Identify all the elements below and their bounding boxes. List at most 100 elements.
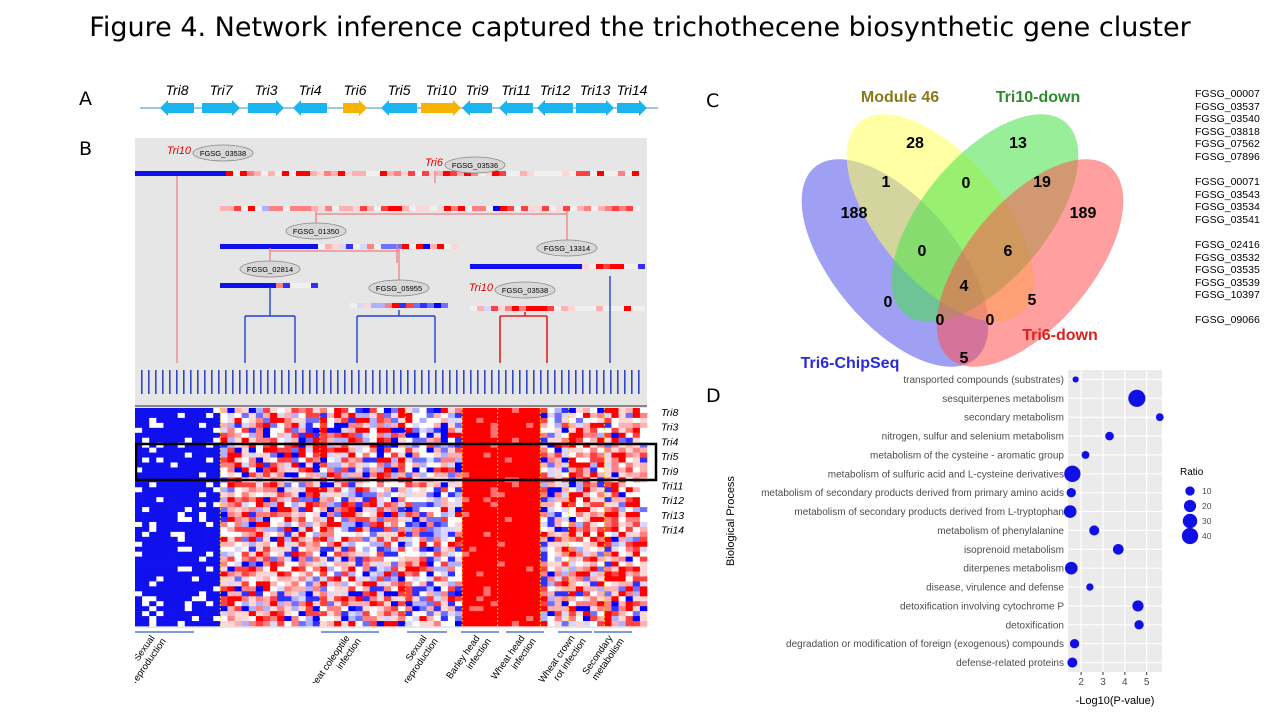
heatmap-cell — [526, 452, 534, 458]
heatmap-cell — [142, 566, 150, 572]
heatmap-cell — [362, 447, 370, 453]
heatmap-cell — [305, 472, 314, 478]
heatmap-cell — [263, 526, 271, 533]
heatmap-cell — [561, 591, 570, 597]
heatmap-cell — [348, 601, 356, 607]
heatmap-cell — [575, 502, 584, 508]
heatmap-cell — [284, 447, 292, 453]
heatmap-cell — [398, 526, 406, 533]
heatmap-cell — [142, 412, 150, 419]
heatmap-cell — [419, 517, 427, 523]
heatmap-cell — [177, 576, 186, 582]
heatmap-cell — [540, 531, 548, 538]
heatmap-cell — [213, 556, 221, 562]
heatmap-cell — [590, 422, 598, 429]
heatmap-cell — [440, 546, 449, 552]
heatmap-cell — [383, 581, 392, 587]
heatmap-cell — [426, 581, 434, 587]
heatmap-cell — [540, 492, 548, 498]
heatmap-cell — [504, 541, 513, 548]
heatmap-cell — [447, 591, 456, 597]
heatmap-cell — [554, 432, 562, 439]
heatmap-cell — [284, 437, 292, 443]
heatmap-cell — [405, 521, 413, 528]
heatmap-cell — [426, 502, 434, 508]
heatmap-cell — [483, 606, 491, 612]
heatmap-cell — [248, 437, 257, 443]
expression-cell — [275, 171, 282, 176]
heatmap-cell — [625, 601, 634, 607]
heatmap-cell — [213, 521, 221, 528]
heatmap-cell — [639, 412, 648, 419]
heatmap-cell — [305, 437, 314, 443]
heatmap-cell — [362, 531, 370, 538]
heatmap-cell — [312, 621, 321, 627]
heatmap-cell — [362, 442, 370, 448]
heatmap-cell — [583, 616, 591, 622]
expression-cell — [624, 264, 631, 269]
expression-cell — [234, 283, 241, 288]
heatmap-cell — [483, 472, 491, 478]
heatmap-cell — [170, 611, 178, 617]
heatmap-cell — [561, 581, 570, 587]
heatmap-cell — [583, 606, 591, 612]
heatmap-cell — [497, 541, 506, 548]
heatmap-cell — [362, 457, 370, 463]
cluster-tree — [499, 312, 548, 363]
heatmap-cell — [227, 621, 235, 627]
heatmap-cell — [632, 596, 641, 602]
heatmap-cell — [440, 517, 449, 523]
heatmap-cell — [170, 432, 178, 439]
expression-cell — [332, 244, 339, 249]
heatmap-cell — [469, 536, 477, 543]
heatmap-cell — [625, 437, 634, 443]
heatmap-cell — [447, 437, 456, 443]
heatmap-cell — [597, 408, 605, 414]
heatmap-cell — [483, 408, 491, 414]
heatmap-cell — [547, 536, 555, 543]
heatmap-cell — [490, 561, 498, 567]
heatmap-cell — [135, 581, 143, 587]
heatmap-cell — [618, 601, 626, 607]
heatmap-cell — [440, 442, 449, 448]
heatmap-cell — [305, 487, 314, 493]
heatmap-cell — [348, 447, 356, 453]
heatmap-cell — [191, 536, 200, 543]
heatmap-cell — [277, 561, 285, 567]
heatmap-cell — [483, 571, 491, 577]
heatmap-cell — [227, 546, 235, 552]
sample-label — [246, 370, 248, 394]
expression-cell — [247, 171, 254, 176]
heatmap-cell — [398, 467, 406, 473]
heatmap-cell — [597, 432, 605, 439]
heatmap-cell — [220, 502, 228, 508]
heatmap-cell — [348, 581, 356, 587]
heatmap-cell — [255, 541, 264, 548]
heatmap-cell — [469, 616, 477, 622]
heatmap-cell — [163, 521, 171, 528]
heatmap-cell — [142, 482, 150, 488]
heatmap-cell — [369, 507, 378, 513]
heatmap-cell — [511, 422, 520, 429]
expression-cell — [533, 306, 540, 311]
heatmap-cell — [554, 606, 562, 612]
heatmap-cell — [391, 432, 399, 439]
heatmap-cell — [526, 536, 534, 543]
heatmap-cell — [469, 452, 477, 458]
heatmap-cell — [177, 417, 186, 424]
heatmap-cell — [398, 457, 406, 463]
heatmap-cell — [234, 526, 242, 533]
heatmap-cell — [327, 571, 335, 577]
heatmap-cell — [554, 591, 562, 597]
heatmap-cell — [497, 502, 506, 508]
heatmap-cell — [383, 442, 392, 448]
heatmap-cell — [447, 616, 456, 622]
heatmap-cell — [298, 482, 306, 488]
row-label: Tri4 — [661, 436, 678, 448]
heatmap-cell — [199, 586, 207, 592]
legend-symbol — [1181, 527, 1199, 545]
heatmap-cell — [469, 437, 477, 443]
heatmap-cell — [369, 536, 378, 543]
heatmap-cell — [163, 452, 171, 458]
heatmap-cell — [419, 467, 427, 473]
